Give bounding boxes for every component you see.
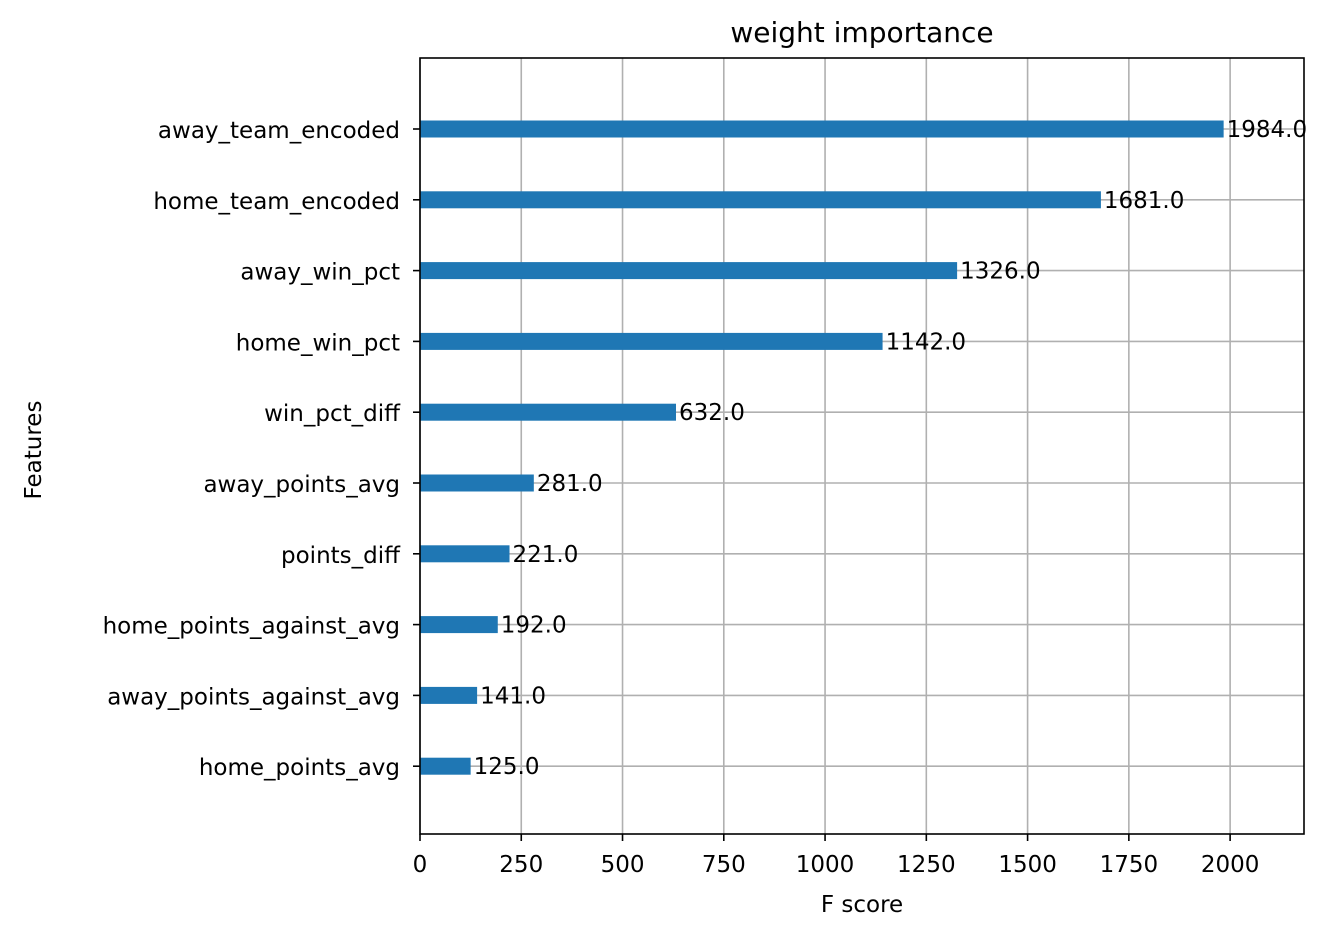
data-label-home-win-pct: 1142.0 [886, 329, 966, 355]
x-axis-ticks: 0 250 500 750 1000 1250 1500 1750 2000 [413, 834, 1260, 878]
x-tick-label-0: 0 [413, 852, 428, 878]
y-tick-label-home-points-avg: home_points_avg [199, 755, 400, 781]
bar-away-team-encoded [420, 120, 1224, 138]
bar-away-points-avg [420, 474, 534, 492]
chart-title: weight importance [730, 16, 993, 49]
x-tick-label-4: 1000 [796, 852, 855, 878]
y-tick-label-away-win-pct: away_win_pct [240, 260, 400, 286]
x-tick-label-2: 500 [601, 852, 645, 878]
y-tick-label-win-pct-diff: win_pct_diff [264, 401, 401, 427]
bar-points-diff [420, 545, 510, 563]
x-tick-label-5: 1250 [897, 852, 956, 878]
bar-win-pct-diff [420, 403, 676, 421]
bar-away-points-against-avg [420, 686, 478, 704]
y-tick-label-away-points-avg: away_points_avg [203, 472, 400, 498]
data-label-away-points-against-avg: 141.0 [480, 683, 546, 709]
data-label-home-points-avg: 125.0 [474, 754, 540, 780]
x-tick-label-8: 2000 [1201, 852, 1260, 878]
data-label-home-team-encoded: 1681.0 [1104, 188, 1184, 214]
y-axis-ticks: away_team_encoded home_team_encoded away_w… [103, 118, 420, 781]
data-label-home-points-against-avg: 192.0 [501, 613, 567, 639]
bar-home-team-encoded [420, 191, 1101, 209]
x-tick-label-1: 250 [499, 852, 543, 878]
y-tick-label-away-team-encoded: away_team_encoded [158, 118, 400, 144]
data-label-away-win-pct: 1326.0 [960, 259, 1040, 285]
data-label-away-points-avg: 281.0 [537, 471, 603, 497]
y-tick-label-home-points-against-avg: home_points_against_avg [103, 614, 400, 640]
x-tick-label-7: 1750 [1100, 852, 1159, 878]
bars [420, 120, 1224, 775]
bar-home-points-against-avg [420, 616, 498, 634]
data-label-win-pct-diff: 632.0 [679, 400, 745, 426]
plot-frame [419, 57, 1305, 835]
data-label-points-diff: 221.0 [513, 542, 579, 568]
data-labels: 1984.0 1681.0 1326.0 1142.0 632.0 281.0 221.0 1… [474, 117, 1307, 780]
x-tick-label-3: 750 [702, 852, 746, 878]
data-label-away-team-encoded: 1984.0 [1227, 117, 1307, 143]
bar-away-win-pct [420, 262, 958, 280]
bar-home-win-pct [420, 332, 883, 350]
y-tick-label-away-points-against-avg: away_points_against_avg [107, 684, 400, 710]
y-tick-label-points-diff: points_diff [281, 543, 401, 569]
y-axis-title: Features [21, 401, 47, 500]
y-tick-label-home-team-encoded: home_team_encoded [153, 189, 400, 215]
bar-home-points-avg [420, 757, 471, 775]
y-tick-label-home-win-pct: home_win_pct [236, 330, 400, 356]
x-tick-label-6: 1500 [998, 852, 1057, 878]
x-axis-title: F score [821, 892, 903, 918]
